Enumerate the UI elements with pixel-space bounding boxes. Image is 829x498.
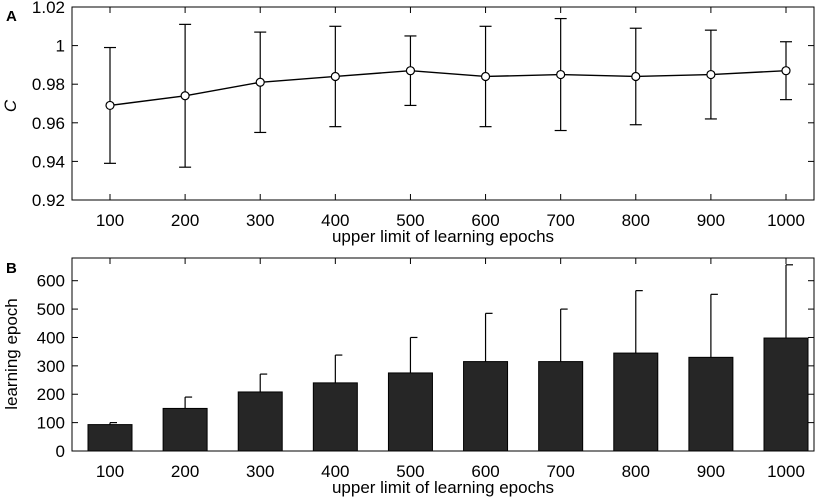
- panel-a-data-point: [330, 71, 340, 82]
- panel-b-plot-frame: [71, 257, 815, 452]
- panel-a-series-line: [109, 69, 787, 107]
- panel-a-data-point: [405, 66, 416, 76]
- panel-a-y-tick-label: 0.92: [32, 191, 65, 210]
- panel-b-y-tick-label: 500: [37, 300, 65, 319]
- panel-a-marks: 0.92 0.94 0.96 0.98 1 1.02 100 200 300 400 500 600 7…: [32, 0, 814, 230]
- panel-b-y-tick-label: 300: [37, 357, 65, 376]
- panel-b-bar: [312, 382, 358, 452]
- panel-b-x-tick-label: 500: [396, 462, 424, 481]
- panel-b-bar: [613, 352, 659, 452]
- panel-a-x-tick-label: 400: [321, 211, 349, 230]
- panel-b-x-tick-label: 400: [321, 462, 349, 481]
- panel-a-plot-frame: [71, 6, 815, 201]
- panel-a-y-tick-label: 1.02: [32, 0, 65, 17]
- panel-a-y-tick-label: 1: [56, 37, 65, 56]
- panel-a-label: A: [6, 8, 17, 25]
- panel-a-y-tick-label: 0.94: [32, 152, 65, 171]
- panel-b-x-tick-label: 1000: [767, 462, 805, 481]
- panel-b-x-tick-label: 800: [622, 462, 650, 481]
- panel-a-y-tick-label: 0.96: [32, 114, 65, 133]
- panel-b-bar: [387, 372, 433, 452]
- panel-a-x-tick-label: 800: [622, 211, 650, 230]
- panel-b-label: B: [6, 260, 17, 277]
- panel-b-x-tick-label: 600: [471, 462, 499, 481]
- panel-b-x-tick-label: 200: [171, 462, 199, 481]
- panel-b-bar: [237, 391, 283, 452]
- panel-a-x-tick-label: 700: [546, 211, 574, 230]
- panel-b-y-tick-label: 200: [37, 385, 65, 404]
- panel-a-y-tick-label: 0.98: [32, 75, 65, 94]
- panel-b: B learning epoch upper limit of learning…: [2, 257, 815, 497]
- panel-b-x-axis-label: upper limit of learning epochs: [332, 478, 554, 497]
- panel-a-data-point: [631, 71, 641, 82]
- panel-b-y-tick-label: 400: [37, 328, 65, 347]
- panel-a-data-point: [255, 77, 265, 87]
- panel-a-data-point: [781, 66, 791, 76]
- panel-b-marks: 0 100 200 300 400 500 600 100 200 300 400 500 600 700…: [37, 258, 814, 481]
- panel-a-x-tick-label: 600: [471, 211, 499, 230]
- panel-b-y-tick-label: 600: [37, 272, 65, 291]
- panel-a-data-point: [180, 91, 190, 101]
- panel-a-data-point: [480, 71, 491, 82]
- panel-b-bar: [87, 424, 133, 452]
- panel-a-x-tick-label: 300: [246, 211, 274, 230]
- panel-a-x-tick-label: 900: [697, 211, 725, 230]
- panel-b-bar: [463, 361, 509, 452]
- panel-b-bar: [763, 337, 809, 452]
- panel-b-x-tick-label: 900: [697, 462, 725, 481]
- panel-a-y-axis-label: C: [1, 99, 20, 112]
- panel-b-bar: [162, 407, 208, 452]
- panel-b-y-tick-label: 0: [56, 442, 65, 461]
- panel-b-bar: [538, 361, 584, 452]
- panel-a-x-tick-label: 200: [171, 211, 199, 230]
- panel-a-data-point: [706, 69, 716, 80]
- panel-a-x-tick-label: 100: [96, 211, 124, 230]
- panel-b-x-tick-label: 100: [96, 462, 124, 481]
- panel-a: A C upper limit of learning epochs 0.920…: [1, 0, 815, 246]
- panel-a-data-point: [556, 69, 566, 80]
- panel-a-data-point: [105, 100, 115, 111]
- panel-b-x-tick-label: 700: [546, 462, 574, 481]
- panel-b-bar: [688, 356, 734, 452]
- panel-b-y-axis-label: learning epoch: [2, 298, 21, 410]
- panel-b-x-tick-label: 300: [246, 462, 274, 481]
- panel-a-x-tick-label: 1000: [767, 211, 805, 230]
- panel-a-x-axis-label: upper limit of learning epochs: [332, 227, 554, 246]
- panel-a-x-tick-label: 500: [396, 211, 424, 230]
- panel-b-y-tick-label: 100: [37, 414, 65, 433]
